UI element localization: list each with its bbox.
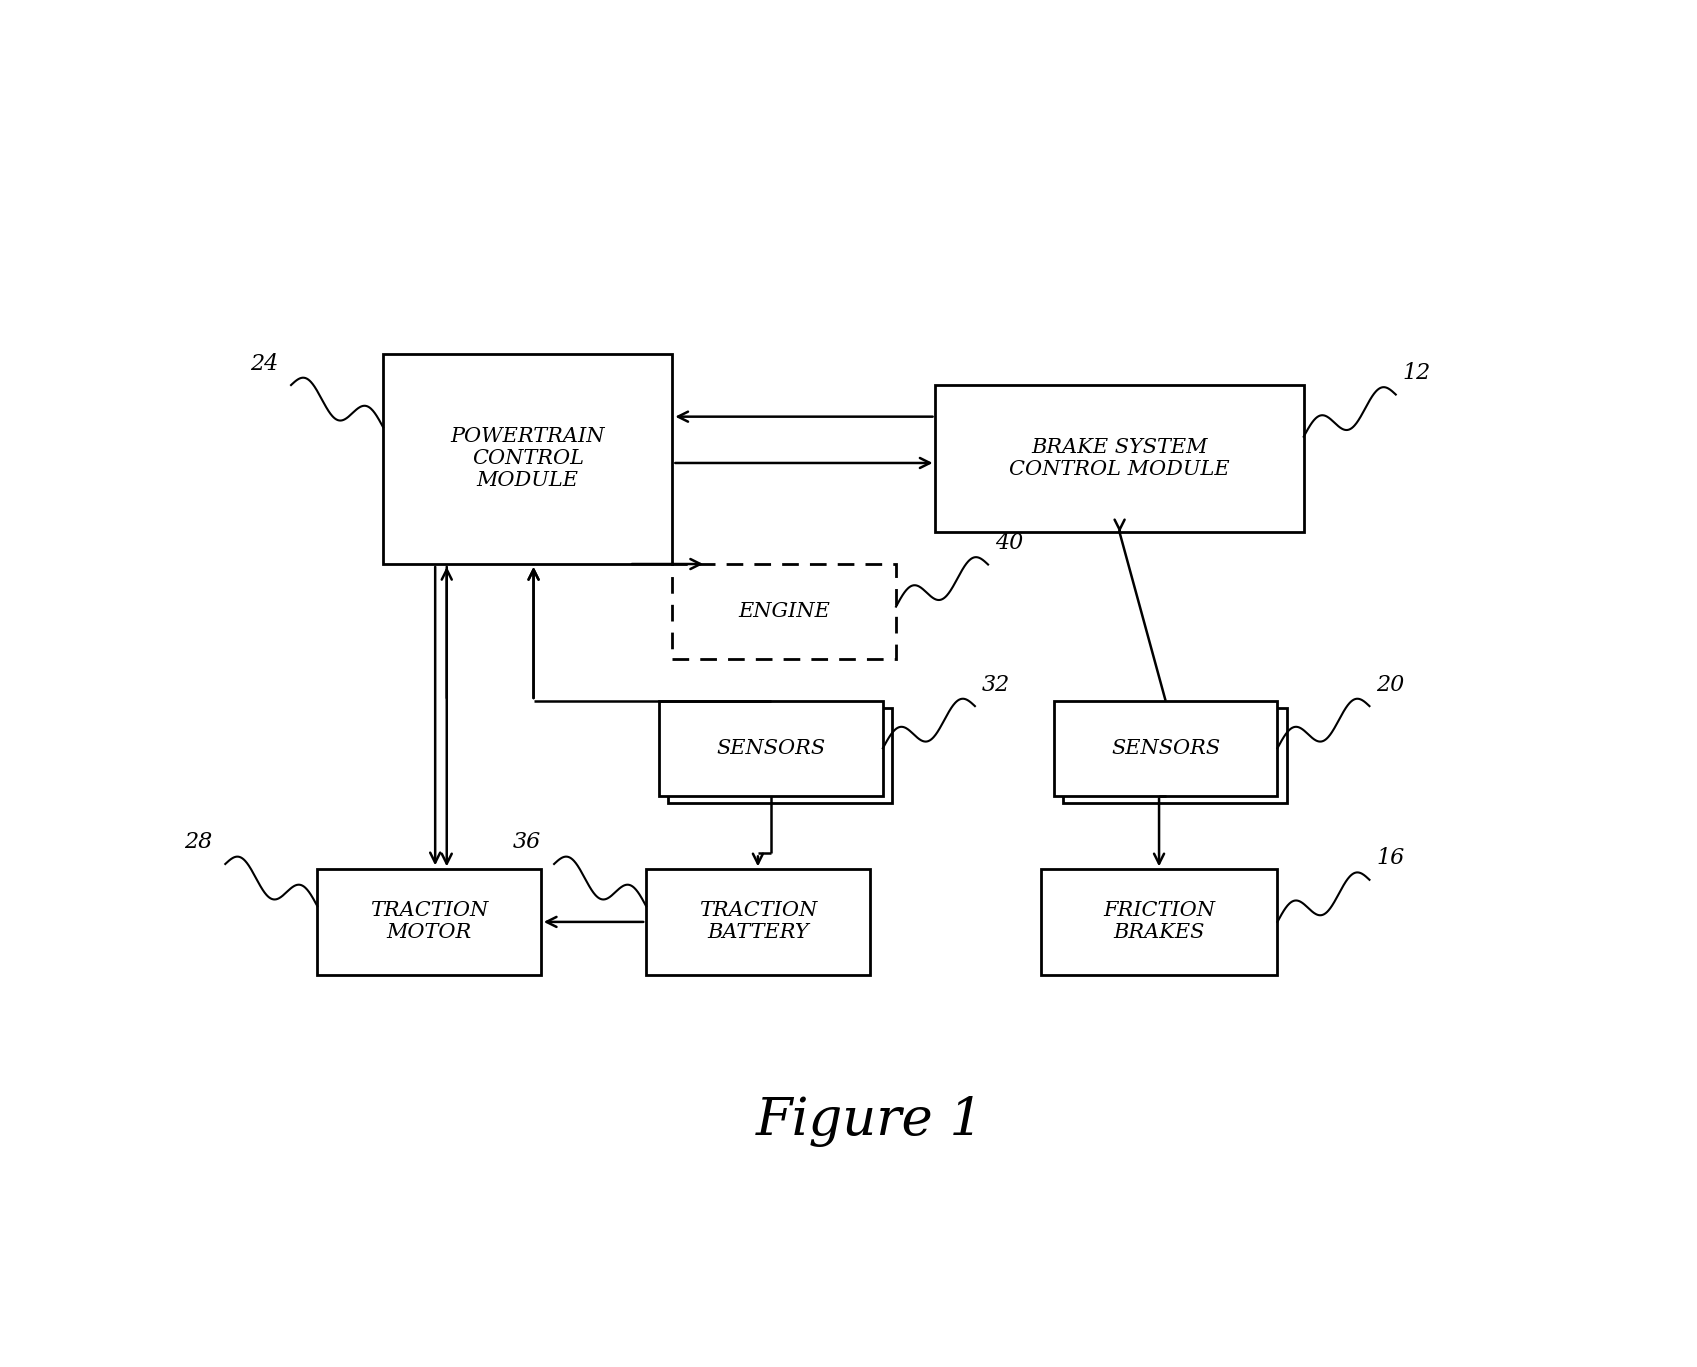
Text: FRICTION
BRAKES: FRICTION BRAKES	[1103, 901, 1215, 942]
Bar	[1054, 701, 1278, 796]
Text: 12: 12	[1402, 362, 1431, 384]
Text: TRACTION
BATTERY: TRACTION BATTERY	[699, 901, 816, 942]
Text: 40: 40	[994, 532, 1023, 554]
Text: BRAKE SYSTEM
CONTROL MODULE: BRAKE SYSTEM CONTROL MODULE	[1010, 439, 1230, 480]
Text: TRACTION
MOTOR: TRACTION MOTOR	[370, 901, 489, 942]
Text: 32: 32	[981, 674, 1010, 696]
Text: Figure 1: Figure 1	[755, 1096, 984, 1147]
Text: 20: 20	[1376, 674, 1405, 696]
Text: SENSORS: SENSORS	[716, 738, 826, 757]
Bar	[672, 565, 896, 659]
Text: SENSORS: SENSORS	[1112, 738, 1220, 757]
Text: 28: 28	[183, 831, 212, 853]
Bar	[669, 708, 893, 802]
Text: 16: 16	[1376, 848, 1405, 869]
Bar	[935, 385, 1303, 532]
Bar	[317, 869, 541, 975]
Bar	[658, 701, 882, 796]
Text: ENGINE: ENGINE	[738, 601, 830, 621]
Bar	[647, 869, 869, 975]
Bar	[1040, 869, 1278, 975]
Bar	[384, 354, 672, 565]
Text: POWERTRAIN
CONTROL
MODULE: POWERTRAIN CONTROL MODULE	[450, 428, 606, 491]
Text: 24: 24	[249, 353, 278, 375]
Text: 36: 36	[512, 831, 541, 853]
Bar	[1062, 708, 1286, 802]
